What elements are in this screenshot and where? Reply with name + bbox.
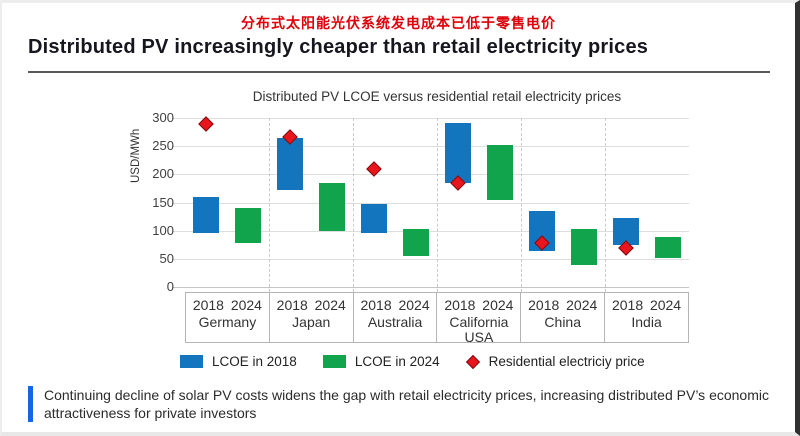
legend: LCOE in 2018 LCOE in 2024 Residential elec…	[180, 354, 645, 369]
legend-label: LCOE in 2024	[354, 354, 440, 369]
legend-swatch-icon	[180, 355, 203, 368]
x-axis-group-china: 2018 2024 China	[520, 293, 604, 342]
bar-2024-california-usa	[487, 145, 513, 200]
year-labels-india: 2018 2024	[605, 297, 688, 313]
year-label: 2024	[398, 297, 430, 313]
bar-2024-japan	[319, 182, 345, 231]
gridline-250	[172, 146, 689, 148]
bar-2018-japan	[277, 137, 303, 191]
y-tick-label-100: 100	[152, 222, 174, 238]
category-label-australia: Australia	[367, 314, 423, 330]
y-tick-label-0: 0	[166, 279, 174, 294]
legend-item-residential-electriciy-price: Residential electriciy price	[465, 354, 645, 369]
category-label-china: China	[544, 314, 582, 330]
footnote: Continuing decline of solar PV costs wid…	[28, 386, 778, 423]
gridline-150	[172, 202, 689, 204]
year-labels-china: 2018 2024	[521, 297, 604, 313]
y-tick-label-200: 200	[152, 166, 174, 182]
group-separator	[605, 118, 606, 292]
legend-swatch-icon	[322, 355, 346, 368]
footnote-text: Continuing decline of solar PV costs wid…	[44, 387, 769, 422]
chinese-title: 分布式太阳能光伏系统发电成本已低于零售电价	[241, 15, 556, 31]
year-label: 2024	[314, 297, 346, 313]
bar-2024-australia	[403, 229, 429, 256]
x-axis-group-india: 2018 2024 India	[604, 293, 688, 342]
bar-2024-china	[571, 229, 597, 265]
group-separator	[521, 118, 522, 292]
year-label: 2024	[566, 297, 598, 313]
x-axis-group-australia: 2018 2024 Australia	[352, 293, 437, 342]
bar-2024-india	[655, 237, 681, 258]
bar-2024-germany	[235, 208, 261, 243]
legend-diamond-icon	[465, 354, 480, 369]
x-axis-table: 2018 2024 Germany 2018 2024 Japan 2018 2024 Aust…	[185, 292, 689, 345]
year-labels-japan: 2018 2024	[270, 297, 353, 313]
footnote-accent-bar	[28, 386, 33, 423]
bar-2018-australia	[361, 204, 387, 234]
year-label: 2018	[360, 297, 392, 313]
year-labels-germany: 2018 2024	[186, 297, 269, 313]
legend-item-lcoe-in-2024: LCOE in 2024	[322, 354, 440, 369]
bar-2018-california-usa	[445, 122, 471, 183]
bar-2018-germany	[193, 196, 219, 234]
legend-item-lcoe-in-2018: LCOE in 2018	[180, 354, 297, 369]
year-label: 2018	[611, 297, 644, 313]
legend-label: Residential electriciy price	[488, 354, 645, 369]
year-label: 2018	[192, 297, 224, 313]
legend-label: LCOE in 2018	[212, 354, 297, 369]
chart-title: Distributed PV LCOE versus residential r…	[252, 89, 622, 104]
gridline-100	[172, 230, 689, 232]
y-tick-label-150: 150	[152, 194, 174, 210]
page-title: Distributed PV increasingly cheaper than…	[28, 36, 649, 58]
y-tick-label-250: 250	[152, 138, 174, 154]
year-label: 2018	[528, 297, 560, 313]
gridline-200	[172, 174, 689, 176]
x-axis-group-germany: 2018 2024 Germany	[186, 293, 269, 342]
gridline-50	[172, 258, 689, 260]
year-label: 2024	[230, 297, 262, 313]
year-label: 2024	[482, 297, 514, 313]
x-axis-group-california-usa: 2018 2024 California USA	[436, 293, 520, 345]
year-label: 2018	[276, 297, 308, 313]
category-label-germany: Germany	[198, 314, 257, 330]
gridline-0	[172, 287, 689, 288]
category-label-india: India	[631, 314, 662, 330]
title-divider	[28, 71, 770, 73]
category-label-japan: Japan	[292, 314, 331, 330]
group-separator	[353, 118, 354, 292]
y-tick-label-50: 50	[159, 250, 174, 266]
y-tick-label-300: 300	[152, 110, 174, 125]
year-label: 2024	[649, 297, 682, 313]
gridline-300	[172, 118, 689, 119]
year-label: 2018	[444, 297, 476, 313]
x-axis-group-japan: 2018 2024 Japan	[268, 293, 353, 342]
year-labels-australia: 2018 2024	[354, 297, 437, 313]
group-separator	[269, 118, 270, 292]
year-labels-california-usa: 2018 2024	[437, 297, 520, 313]
group-separator	[437, 118, 438, 292]
category-label-california-usa: California USA	[449, 314, 509, 345]
